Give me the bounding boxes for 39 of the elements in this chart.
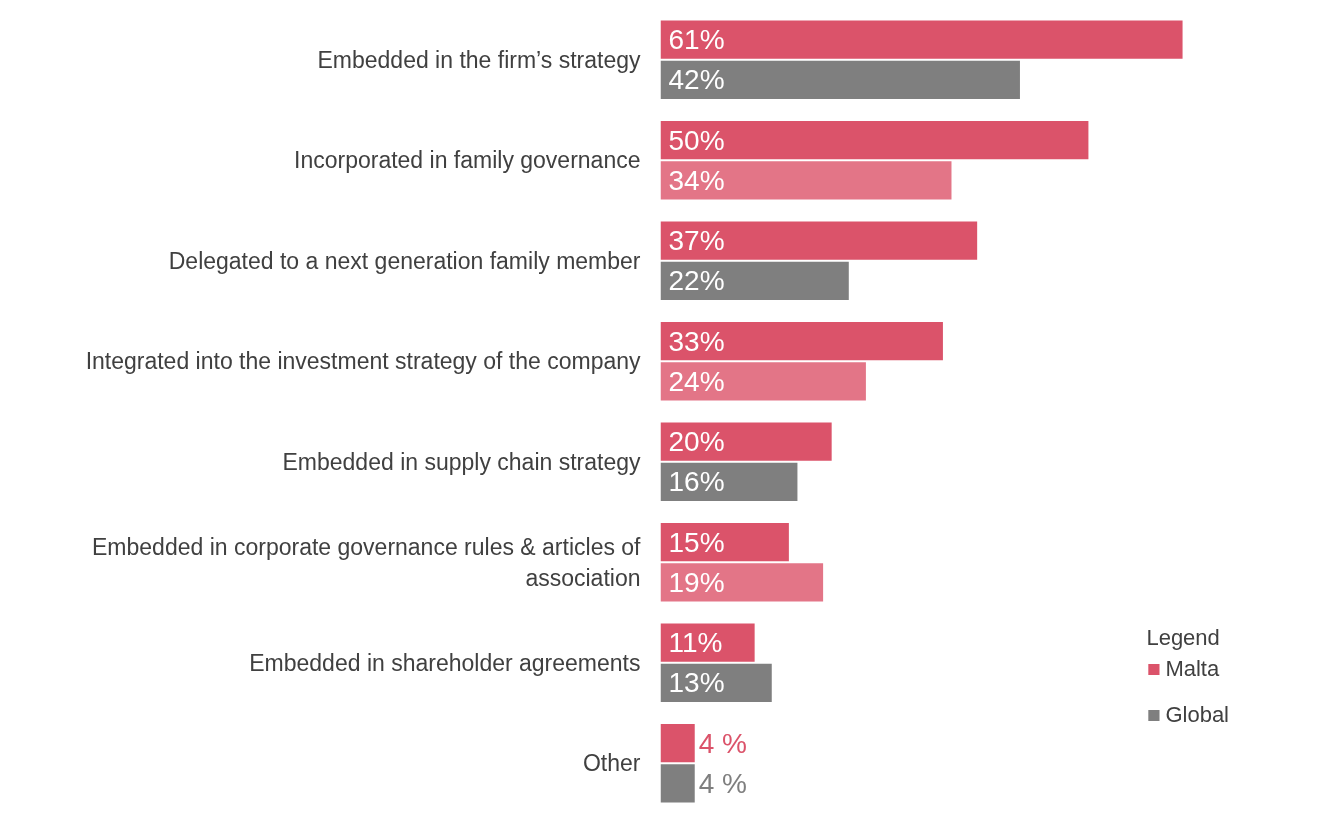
y-tick-label: Embedded in shareholder agreements: [249, 649, 641, 676]
bar: [660, 161, 952, 200]
y-tick-label: Embedded in corporate governance rules & articles of association: [92, 533, 642, 591]
y-tick-label: Embedded in supply chain strategy: [282, 448, 641, 475]
data-label: 42%: [668, 64, 725, 96]
bar: [660, 261, 849, 300]
data-label: 34%: [668, 164, 725, 196]
bar: [660, 60, 1020, 99]
data-label: 33%: [668, 325, 725, 357]
y-tick-label: Delegated to a next generation family member: [168, 247, 641, 274]
data-label: 13%: [668, 667, 725, 699]
y-tick-label: Integrated into the investment strategy of the company: [85, 348, 641, 375]
data-label: 4 %: [698, 767, 747, 799]
data-label: 11%: [668, 627, 723, 659]
data-label: 24%: [668, 365, 725, 397]
data-label: 4 %: [698, 727, 747, 759]
bar: [660, 362, 866, 401]
data-label: 15%: [668, 526, 725, 558]
bar: [660, 322, 943, 361]
bar: [660, 20, 1183, 59]
bar: [660, 121, 1089, 160]
legend-title: Legend: [1146, 625, 1221, 651]
bar: [660, 724, 695, 763]
y-tick-label: Embedded in the firm’s strategy: [317, 46, 641, 73]
bar: [660, 563, 824, 602]
data-label: 37%: [668, 225, 725, 257]
bar: [660, 764, 695, 803]
y-tick-label: Other: [582, 750, 641, 777]
data-label: 22%: [668, 265, 725, 297]
legend-label: Malta: [1165, 656, 1220, 682]
data-label: 50%: [668, 124, 725, 156]
bar: [660, 221, 978, 260]
legend-label: Global: [1165, 702, 1229, 728]
bar: [660, 422, 832, 461]
data-label: 61%: [668, 24, 725, 56]
data-label: 16%: [668, 466, 725, 498]
data-label: 20%: [668, 426, 725, 458]
y-tick-label: Incorporated in family governance: [294, 147, 641, 174]
data-label: 19%: [668, 566, 725, 598]
